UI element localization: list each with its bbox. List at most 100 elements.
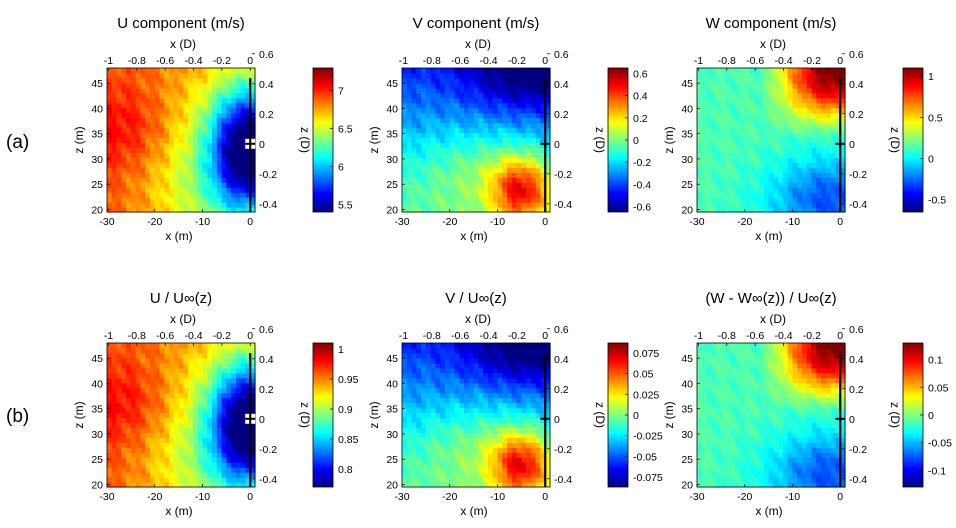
heatmap-cell [768,82,774,89]
heatmap-cell [192,162,199,168]
heatmap-cell [711,422,717,429]
heatmap-cell [430,97,437,104]
heatmap-cell [821,187,827,193]
heatmap-cell [744,72,751,79]
heatmap-cell [749,142,755,149]
heatmap-cell [468,187,475,193]
heatmap-cell [149,392,156,399]
heatmap-cell [207,367,213,374]
heatmap-cell [735,187,741,193]
heatmap-cell [231,372,237,379]
heatmap-cell [116,417,122,424]
heatmap-cell [516,422,522,429]
heatmap-cell [145,197,151,203]
heatmap-cell [526,343,532,349]
heatmap-cell [231,362,237,369]
heatmap-cell [535,142,542,149]
heatmap-cell [145,357,151,364]
heatmap-cell [192,432,199,438]
heatmap-cell [697,343,703,349]
heatmap-cell [706,157,712,163]
heatmap-cell [487,177,494,183]
heatmap-cell [159,452,165,458]
heatmap-cell [697,127,703,134]
heatmap-cell [535,447,542,453]
heatmap-cell [212,422,218,429]
heatmap-cell [730,167,736,173]
heatmap-cell [402,87,408,94]
heatmap-cell [744,87,751,94]
heatmap-cell [540,152,546,158]
heatmap-cell [720,432,727,438]
heatmap-cell [530,207,537,213]
heatmap-cell [178,432,184,438]
heatmap-cell [421,477,427,483]
heatmap-cell [464,437,470,443]
heatmap-cell [530,382,537,389]
heatmap-cell [416,172,422,178]
heatmap-cell [502,362,508,369]
heatmap-cell [111,397,118,404]
heatmap-cell [497,442,503,448]
heatmap-cell [169,77,175,84]
heatmap-cell [416,472,422,478]
heatmap-cell [240,392,247,399]
heatmap-cell [483,422,489,429]
heatmap-cell [221,467,227,473]
heatmap-cell [435,82,441,89]
heatmap-cell [540,162,546,168]
heatmap-cell [406,472,413,478]
heatmap-cell [545,397,551,404]
heatmap-cell [416,442,422,448]
heatmap-cell [402,372,408,379]
heatmap-cell [454,182,460,188]
heatmap-cell [716,132,722,139]
heatmap-cell [197,422,204,429]
heatmap-cell [492,442,499,448]
y-tick-label: 25 [386,454,398,466]
heatmap-cell [416,362,422,369]
heatmap-cell [135,132,142,139]
heatmap-cell [411,68,417,74]
heatmap-cell [530,367,537,374]
heatmap-cell [154,472,161,478]
heatmap-cell [107,387,113,394]
heatmap-cell [706,397,712,404]
right-y-tick-label: 0.6 [849,49,864,61]
heatmap-cell [402,472,408,478]
heatmap-cell [502,68,508,74]
heatmap-cell [240,402,247,409]
heatmap-cell [540,377,546,384]
heatmap-cell [406,187,413,193]
heatmap-cell [754,152,760,158]
heatmap-cell [802,82,808,89]
heatmap-cell [126,482,132,488]
heatmap-cell [154,387,161,394]
heatmap-cell [706,102,712,109]
heatmap-cell [735,77,741,84]
heatmap-cell [140,472,146,478]
heatmap-cell [739,137,746,144]
heatmap-cell [502,132,508,139]
heatmap-cell [116,127,122,134]
x-tick-label: -30 [99,491,114,503]
heatmap-cell [825,142,832,149]
heatmap-cell [792,152,798,158]
heatmap-cell [487,457,494,463]
heatmap-cell [111,382,118,389]
heatmap-cell [173,162,180,168]
heatmap-cell [540,417,546,424]
heatmap-cell [430,367,437,374]
heatmap-cell [502,357,508,364]
heatmap-cell [459,162,465,168]
heatmap-cell [107,477,113,483]
heatmap-cell [216,437,223,443]
heatmap-cell [697,172,703,178]
heatmap-cell [116,422,122,429]
heatmap-cell [107,392,113,399]
heatmap-cell [421,152,427,158]
heatmap-cell [768,137,774,144]
heatmap-cell [440,162,446,168]
heatmap-cell [497,152,503,158]
heatmap-cell [444,117,451,124]
